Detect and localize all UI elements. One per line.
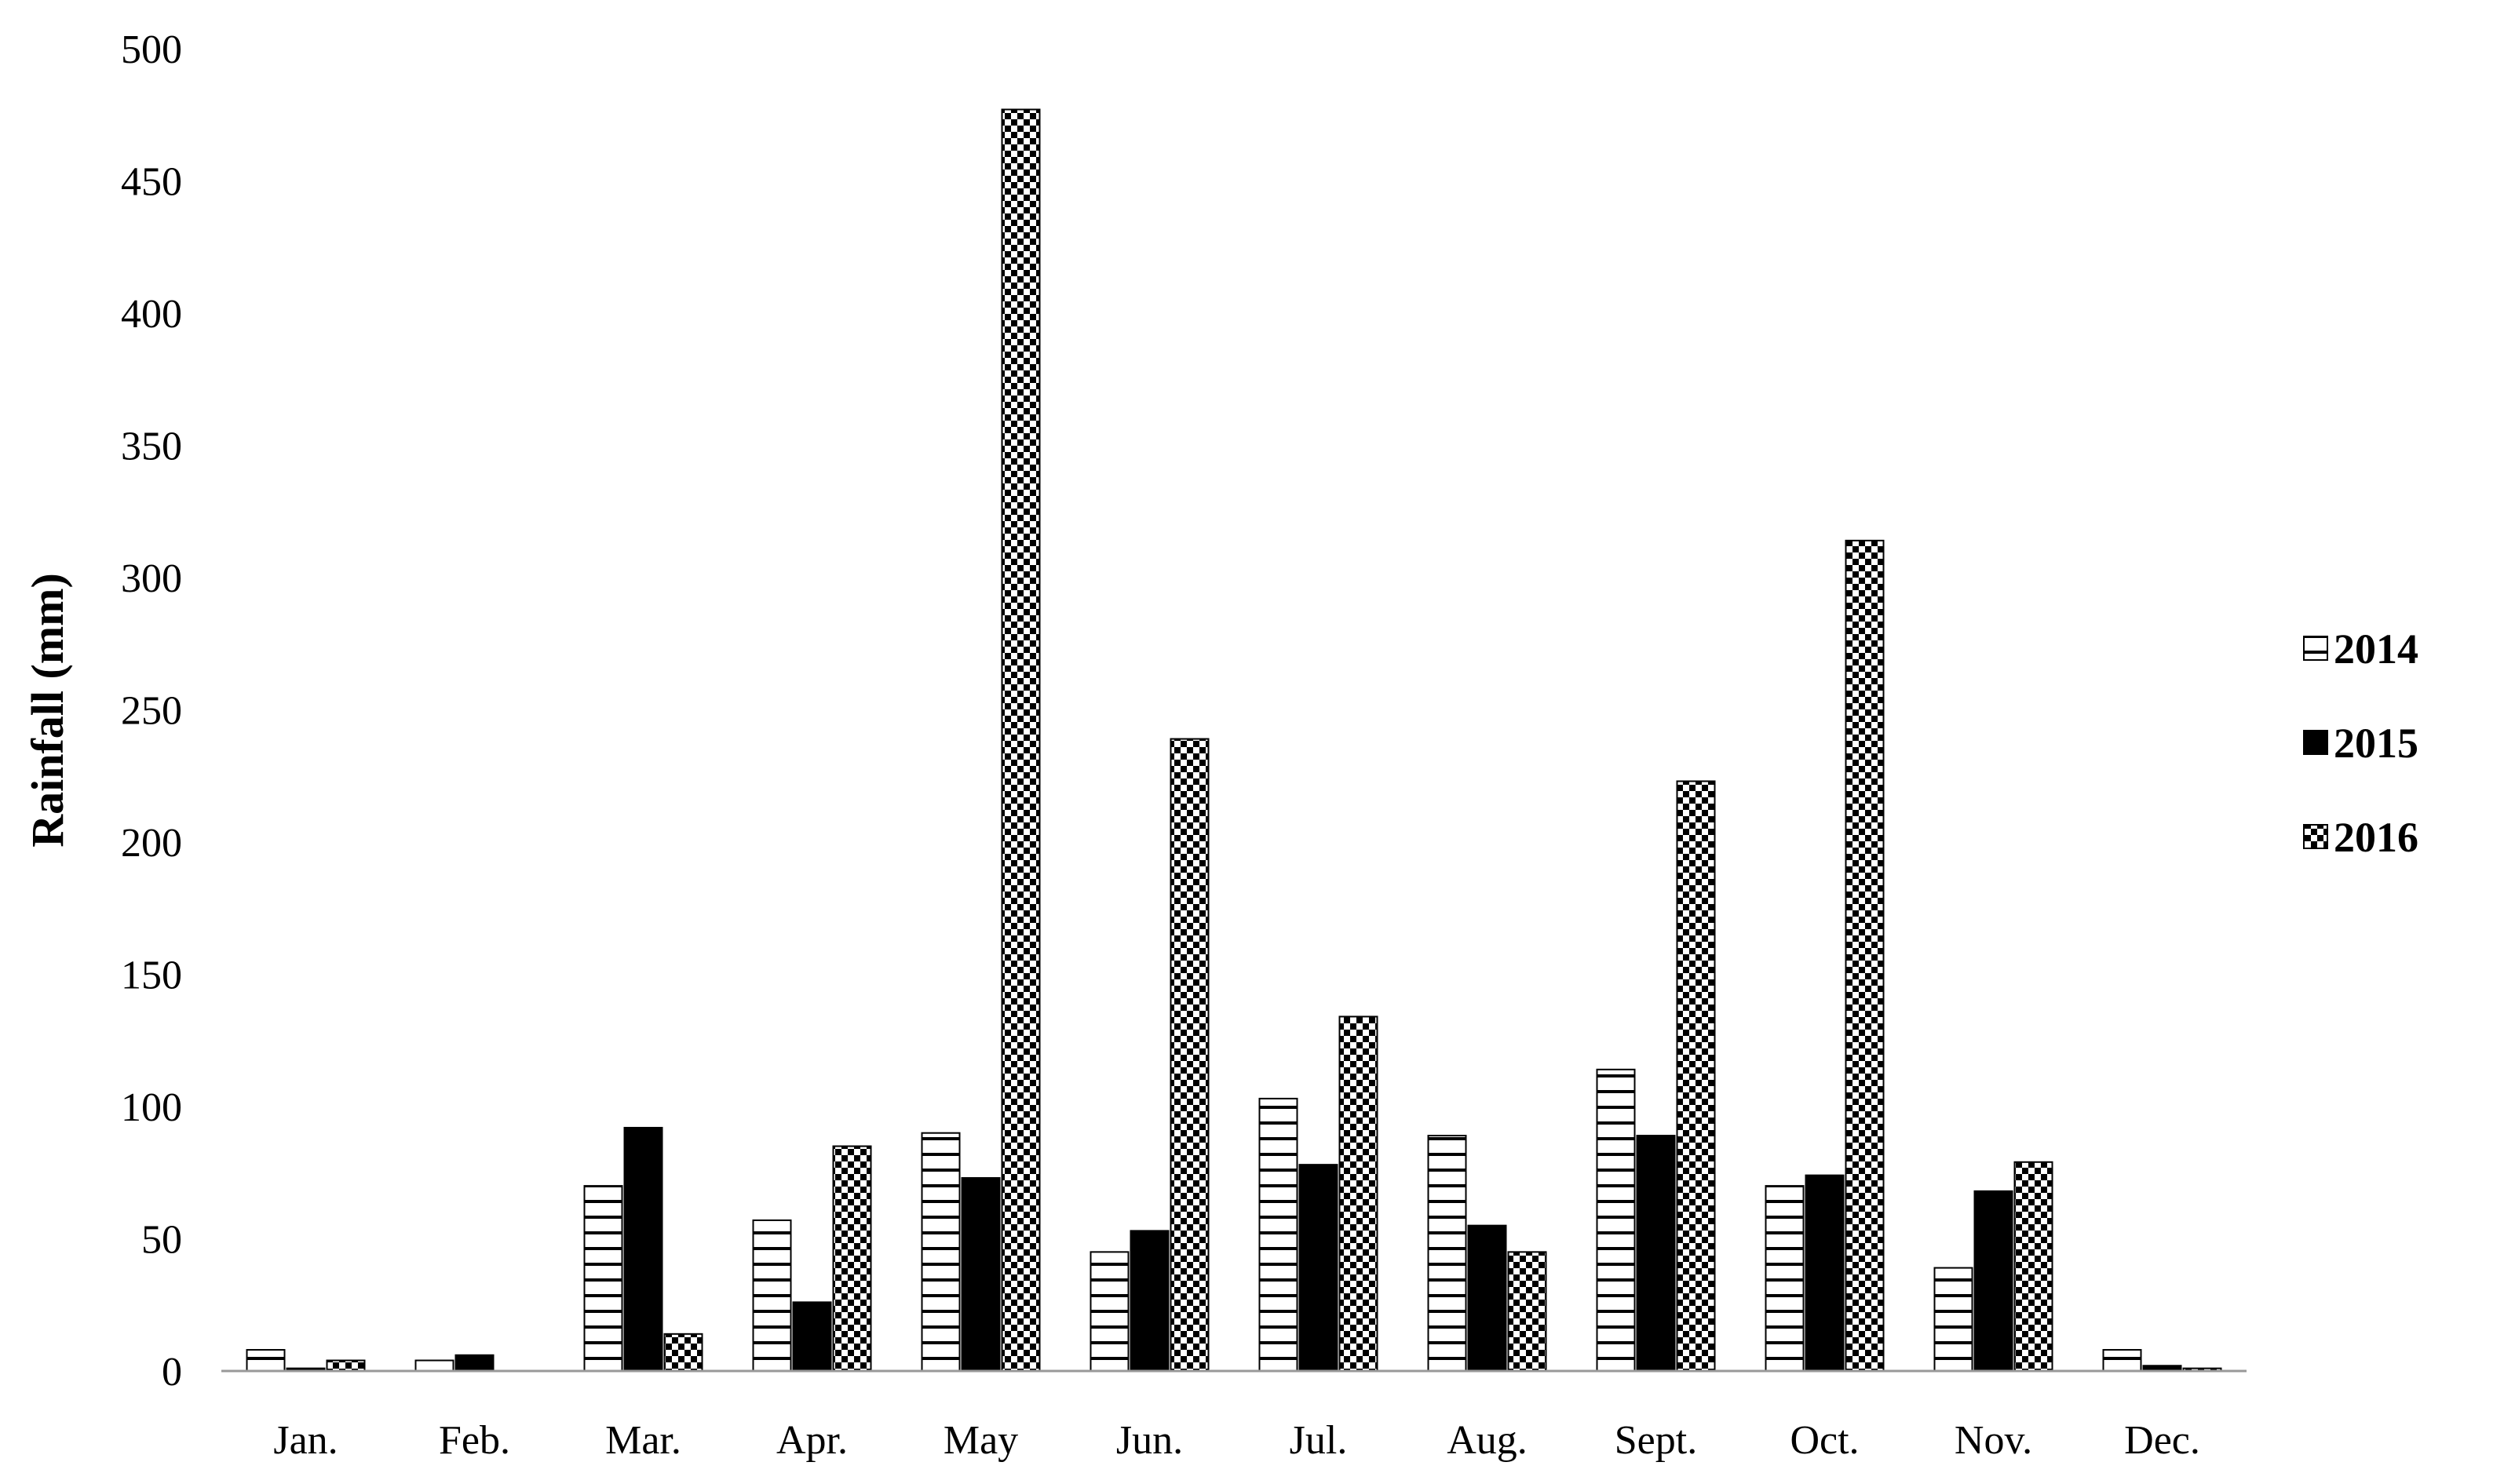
y-tick-label: 250 [121,689,182,734]
bar-2016-jun [1170,738,1210,1372]
y-tick-label: 400 [121,292,182,337]
y-tick-label: 500 [121,27,182,72]
bar-2014-jul [1258,1097,1298,1372]
bars-group [246,108,2222,1373]
x-tick-label: Jul. [1290,1418,1348,1463]
x-tick-label: Nov. [1955,1418,2032,1463]
bar-2015-feb [454,1354,495,1373]
legend: 2014 2015 2016 [2303,625,2418,861]
legend-label-2015: 2015 [2334,720,2418,767]
x-tick-label: Jun. [1116,1418,1183,1463]
bar-2015-nov [1973,1190,2013,1372]
legend-swatch-2014 [2303,636,2328,661]
bar-2016-sept [1676,780,1716,1372]
x-tick-label: May [944,1418,1018,1463]
y-tick-label: 200 [121,821,182,866]
bar-2015-apr [792,1301,832,1373]
x-axis: Jan. Feb. Mar. Apr. May Jun. Jul. Aug. Sept. Oct.… [273,1418,2200,1463]
y-tick-label: 50 [141,1218,182,1263]
bar-2016-nov [2013,1161,2053,1373]
bar-2014-mar [583,1185,623,1372]
y-tick-label: 100 [121,1085,182,1130]
bar-2015-may [961,1176,1001,1372]
bar-2016-may [1001,108,1041,1372]
bar-2014-feb [414,1359,454,1373]
y-tick-label: 450 [121,160,182,205]
bar-2014-dec [2102,1349,2142,1373]
y-tick-label: 300 [121,556,182,601]
legend-label-2014: 2014 [2334,625,2418,673]
bar-2016-jul [1338,1015,1378,1373]
y-axis: 0 50 100 150 200 250 300 350 400 450 500 [121,27,182,1395]
bar-2016-aug [1507,1251,1547,1372]
x-tick-label: Aug. [1447,1418,1528,1463]
bar-2016-mar [663,1333,703,1372]
bar-2015-aug [1467,1224,1507,1373]
y-tick-label: 350 [121,425,182,469]
bar-2015-jun [1130,1230,1170,1373]
bar-2016-jan [326,1359,366,1373]
bar-2015-mar [623,1126,663,1372]
x-tick-label: Sept. [1615,1418,1697,1463]
bar-2014-jan [246,1349,286,1373]
x-tick-label: Jan. [273,1418,338,1463]
legend-swatch-2016 [2303,824,2328,849]
y-tick-label: 0 [162,1350,182,1395]
legend-label-2016: 2016 [2334,814,2418,861]
x-tick-label: Feb. [439,1418,510,1463]
bar-2014-oct [1765,1185,1805,1372]
y-tick-label: 150 [121,953,182,998]
x-tick-label: Oct. [1790,1418,1859,1463]
bar-2014-may [921,1132,961,1372]
bar-2015-oct [1805,1174,1845,1372]
bar-2014-nov [1933,1267,1973,1372]
bar-2015-sept [1636,1135,1676,1372]
x-tick-label: Mar. [605,1418,681,1463]
bar-2014-sept [1596,1068,1636,1372]
y-axis-title: Rainfall (mm) [22,573,73,848]
x-tick-label: Dec. [2124,1418,2200,1463]
bar-2016-apr [832,1145,872,1373]
bar-2016-oct [1845,539,1885,1373]
legend-swatch-2015 [2303,730,2328,755]
x-tick-label: Apr. [776,1418,848,1463]
bar-2014-apr [752,1219,792,1373]
bar-2014-aug [1427,1135,1467,1372]
bar-2015-jul [1298,1164,1338,1372]
bar-2014-jun [1090,1251,1130,1372]
